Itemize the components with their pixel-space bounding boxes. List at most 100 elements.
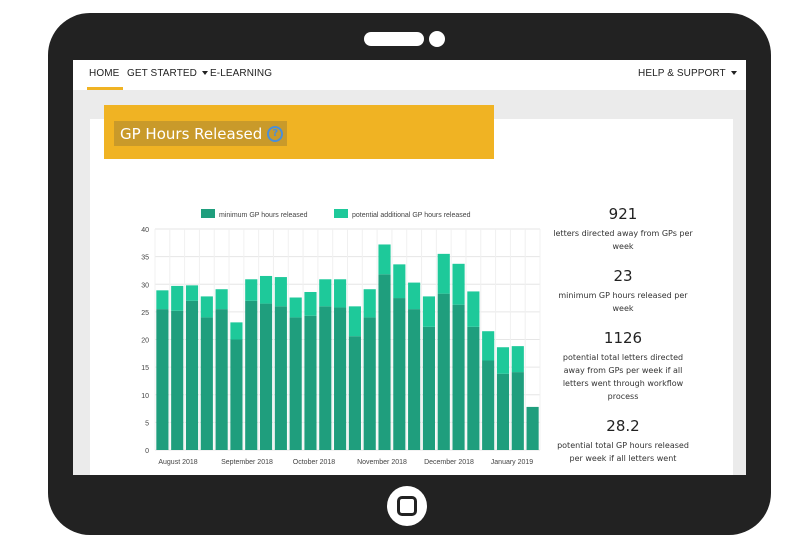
bar-segment[interactable] — [393, 298, 406, 450]
chevron-down-icon — [202, 71, 209, 76]
x-tick-label: January 2019 — [491, 459, 534, 466]
bar-segment[interactable] — [422, 296, 436, 327]
x-tick-label: December 2018 — [424, 459, 474, 466]
bar-segment[interactable] — [496, 347, 510, 374]
y-tick-label: 5 — [145, 420, 149, 427]
bar-segment[interactable] — [511, 346, 524, 373]
bar-segment[interactable] — [319, 306, 332, 450]
bar-segment[interactable] — [393, 264, 406, 299]
active-tab-indicator — [87, 87, 123, 90]
home-button[interactable] — [387, 486, 427, 526]
bar-segment[interactable] — [156, 309, 169, 450]
gp-hours-chart: minimum GP hours released potential addit… — [141, 209, 541, 466]
bar-segment[interactable] — [482, 331, 495, 361]
bar-segment[interactable] — [437, 293, 450, 450]
legend-swatch — [201, 209, 215, 218]
bar-segment[interactable] — [274, 306, 287, 450]
nav-e-learning[interactable]: E-LEARNING — [210, 68, 273, 79]
bar-segment[interactable] — [259, 303, 273, 450]
nav-get-started-label: GET STARTED — [127, 68, 198, 79]
stat-value: 23 — [613, 267, 633, 285]
bar-segment[interactable] — [348, 336, 361, 450]
bar-segment[interactable] — [467, 291, 480, 327]
stat-label: letters directed away from GPs per week — [553, 229, 693, 251]
page-title: GP Hours Released — [120, 124, 263, 143]
bar-segment[interactable] — [348, 306, 361, 337]
bar-segment[interactable] — [334, 307, 347, 450]
screen: HOME GET STARTED E-LEARNING HELP & SUPPO… — [73, 60, 746, 475]
y-tick-label: 20 — [141, 338, 149, 345]
stat-value: 921 — [608, 205, 638, 223]
bar-segment[interactable] — [452, 263, 465, 305]
bar-segment[interactable] — [230, 339, 243, 451]
stat-label: potential total letters directed away fr… — [562, 353, 684, 401]
bar-segment[interactable] — [363, 317, 376, 450]
bar-segment[interactable] — [200, 317, 213, 450]
bar-segment[interactable] — [304, 291, 317, 316]
bar-segment[interactable] — [230, 322, 243, 340]
bar-segment[interactable] — [319, 279, 332, 307]
bar-segment[interactable] — [452, 304, 465, 450]
bar-segment[interactable] — [363, 289, 376, 318]
y-tick-label: 30 — [141, 282, 149, 289]
page-title-chip: GP Hours Released ? — [114, 121, 288, 146]
bar-segment[interactable] — [289, 317, 302, 450]
y-tick-label: 10 — [141, 393, 149, 400]
stat-block: 23 minimum GP hours released per week — [553, 267, 693, 315]
legend-label: potential additional GP hours released — [352, 212, 471, 219]
bar-segment[interactable] — [245, 279, 258, 301]
bar-segment[interactable] — [171, 310, 184, 450]
bar-segment[interactable] — [334, 279, 347, 308]
legend-label: minimum GP hours released — [219, 212, 308, 219]
y-tick-label: 0 — [145, 448, 149, 455]
bar-segment[interactable] — [511, 372, 524, 450]
x-tick-label: November 2018 — [357, 459, 407, 466]
bar-segment[interactable] — [185, 285, 199, 301]
bar-segment[interactable] — [408, 309, 421, 450]
y-tick-label: 35 — [141, 255, 149, 262]
bar-segment[interactable] — [274, 277, 287, 307]
home-button-square-icon — [397, 496, 417, 516]
bar-segment[interactable] — [304, 315, 317, 450]
nav-help-support-label: HELP & SUPPORT — [638, 68, 726, 79]
stat-value: 28.2 — [606, 417, 640, 435]
nav-get-started[interactable]: GET STARTED — [127, 68, 209, 79]
bar-segment[interactable] — [422, 326, 436, 450]
bar-segment[interactable] — [378, 244, 391, 275]
bar-segment[interactable] — [200, 296, 213, 318]
stat-block: 921 letters directed away from GPs per w… — [553, 205, 693, 253]
nav-home[interactable]: HOME — [89, 68, 120, 79]
y-tick-label: 25 — [141, 310, 149, 317]
stat-label: potential total GP hours released per we… — [557, 441, 689, 463]
stat-block: 1126 potential total letters directed aw… — [553, 329, 693, 403]
bar-segment[interactable] — [526, 406, 539, 450]
stat-label: minimum GP hours released per week — [558, 291, 688, 313]
question-circle-icon[interactable]: ? — [267, 125, 284, 142]
bar-segment[interactable] — [496, 373, 510, 450]
y-tick-label: 40 — [141, 227, 149, 234]
bar-segment[interactable] — [289, 297, 302, 318]
x-tick-label: October 2018 — [293, 459, 336, 466]
nav-help-support[interactable]: HELP & SUPPORT — [638, 68, 737, 79]
camera-dot — [429, 31, 445, 47]
bar-segment[interactable] — [408, 282, 421, 310]
x-tick-label: August 2018 — [158, 459, 197, 466]
bar-segment[interactable] — [185, 300, 199, 450]
bar-segment[interactable] — [215, 309, 228, 450]
bar-segment[interactable] — [171, 285, 184, 311]
legend-swatch — [334, 209, 348, 218]
stats-panel: 921 letters directed away from GPs per w… — [553, 205, 693, 465]
bar-segment[interactable] — [215, 289, 228, 310]
speaker-slot — [364, 32, 424, 46]
bar-segment[interactable] — [437, 253, 450, 294]
top-nav: HOME GET STARTED E-LEARNING HELP & SUPPO… — [73, 60, 746, 90]
bar-segment[interactable] — [482, 360, 495, 450]
bar-segment[interactable] — [259, 275, 273, 304]
bar-segment[interactable] — [467, 326, 480, 450]
x-tick-label: September 2018 — [221, 459, 273, 466]
chevron-down-icon — [730, 71, 737, 76]
bar-segment[interactable] — [245, 300, 258, 450]
bar-segment[interactable] — [378, 274, 391, 450]
bar-segment[interactable] — [156, 290, 169, 310]
stat-block: 28.2 potential total GP hours released p… — [553, 417, 693, 465]
